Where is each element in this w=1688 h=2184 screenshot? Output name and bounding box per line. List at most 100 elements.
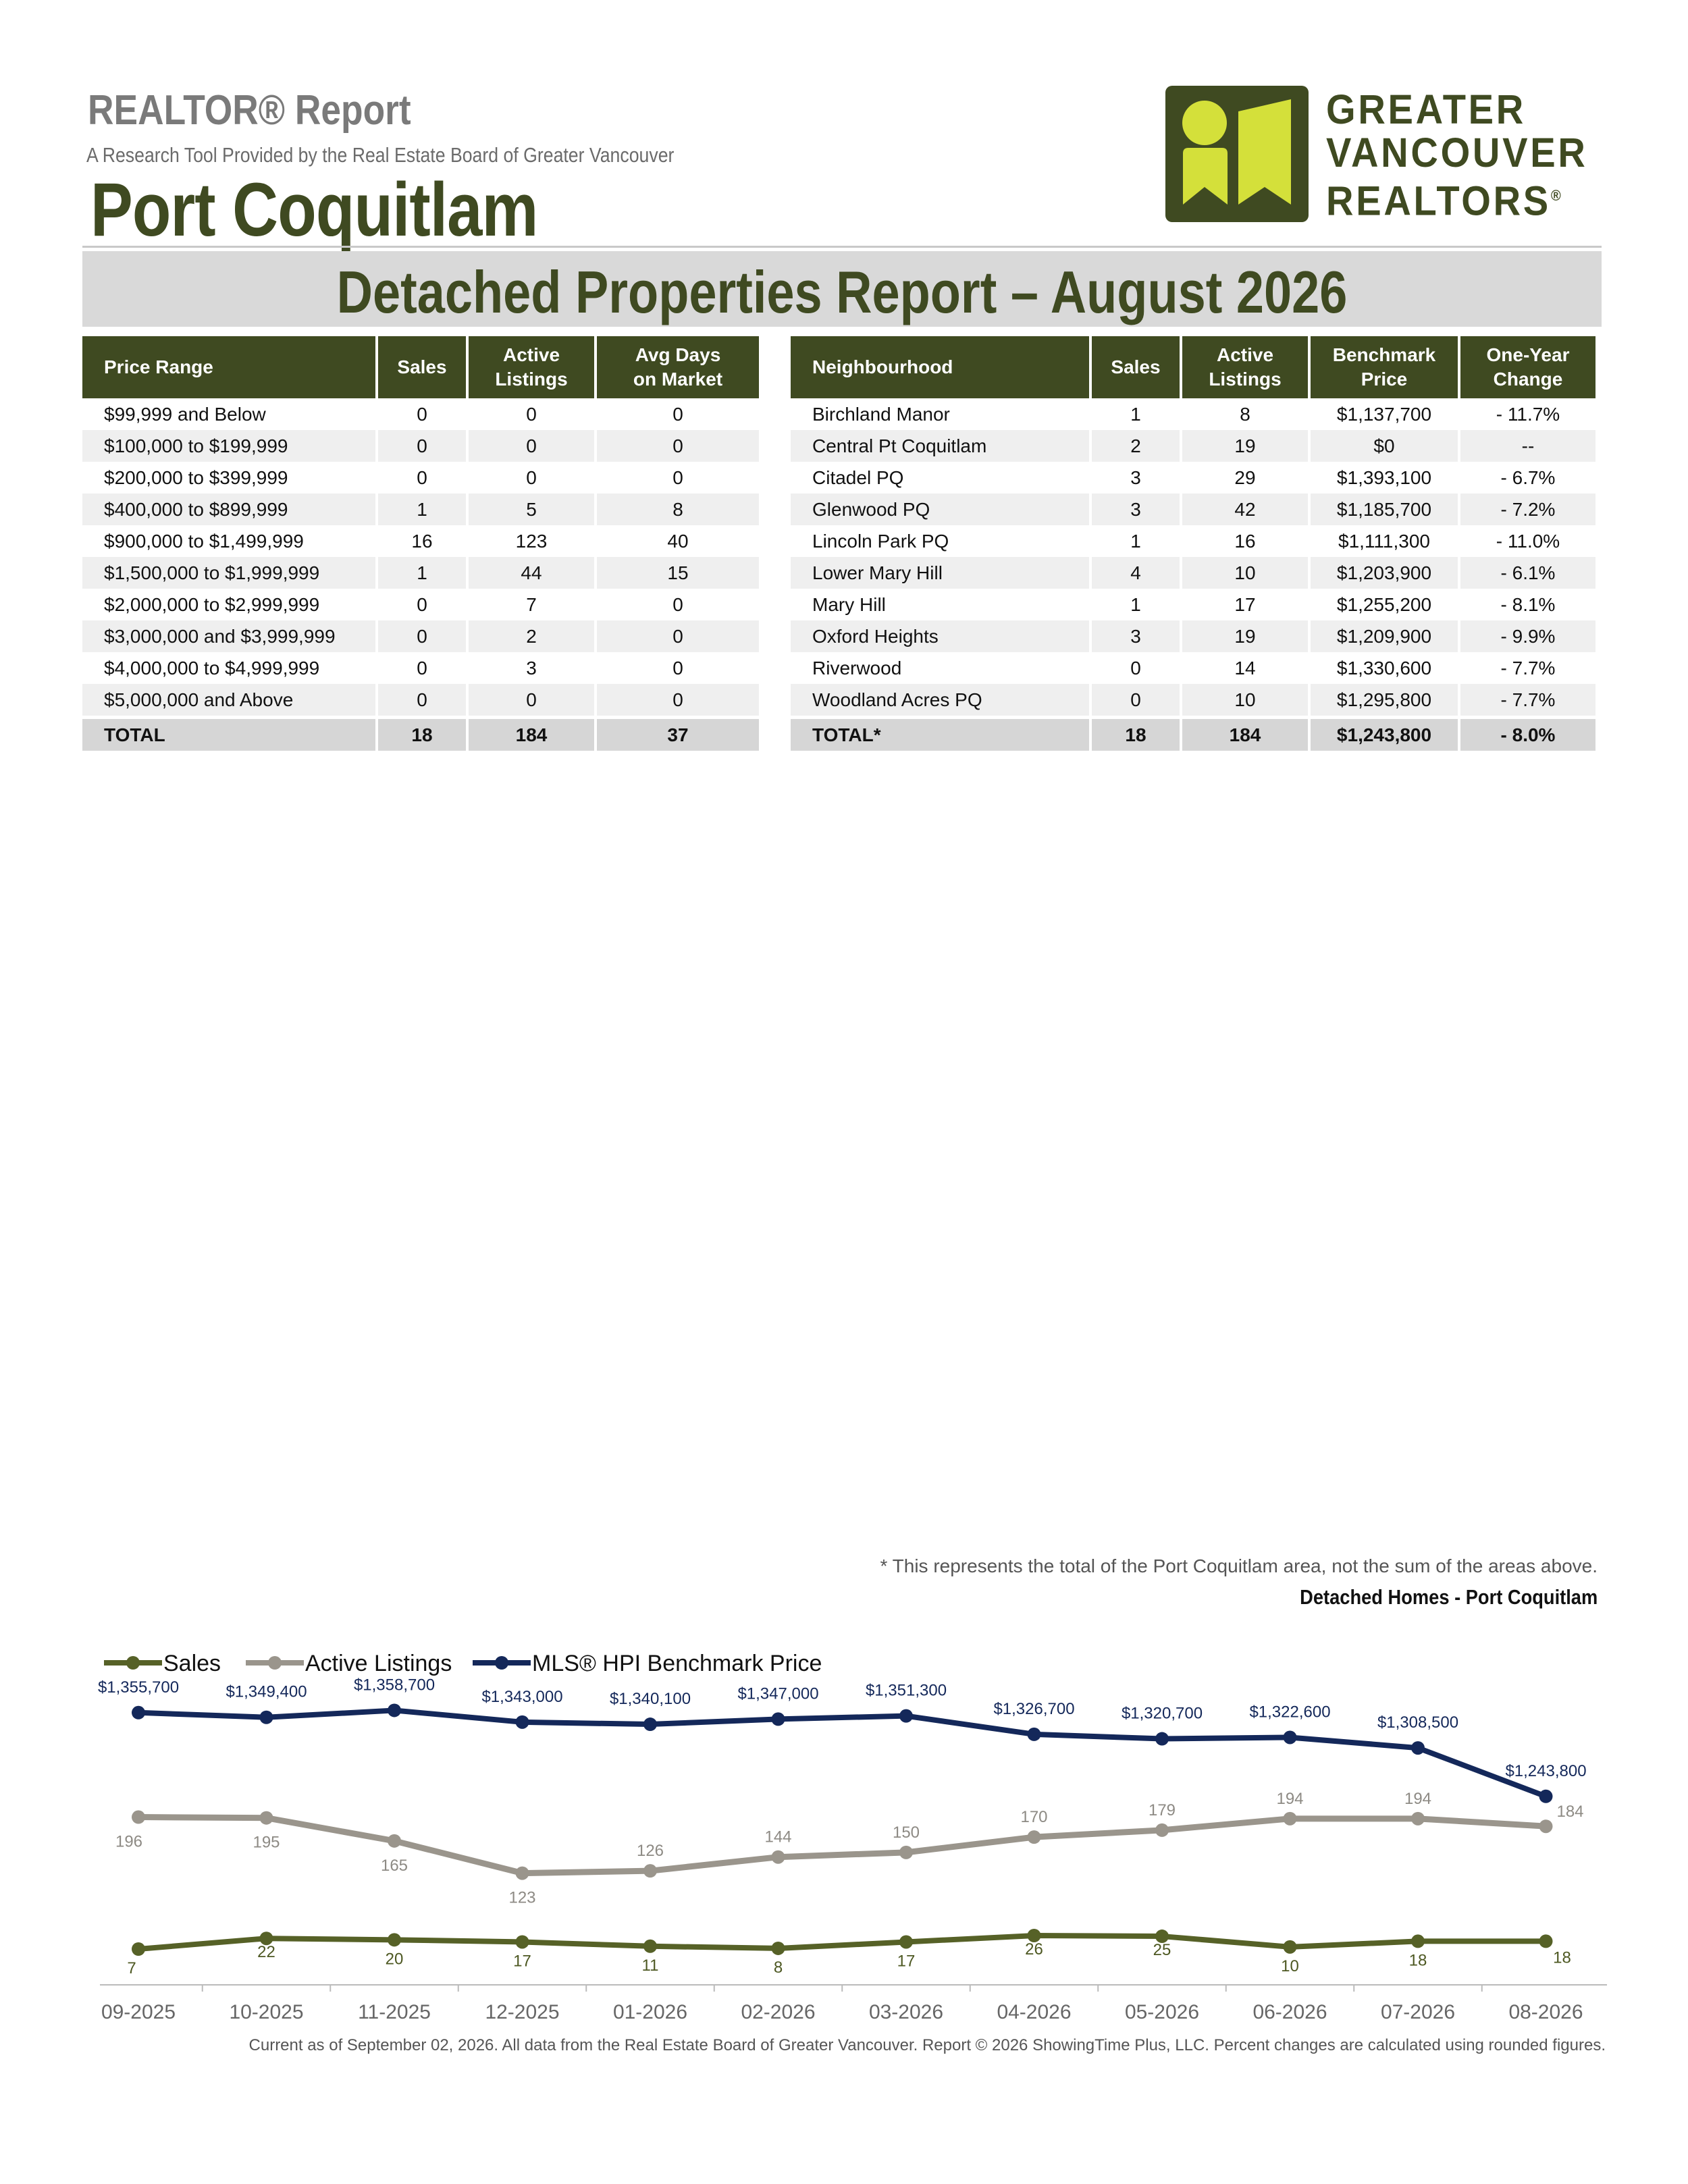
table-cell: - 6.1% [1460, 557, 1595, 589]
table-cell: $1,295,800 [1311, 684, 1458, 716]
legend-marker [268, 1656, 282, 1670]
table-cell: $4,000,000 to $4,999,999 [104, 657, 320, 678]
data-label: 179 [1149, 1801, 1176, 1819]
table-cell: $1,203,900 [1311, 557, 1458, 589]
table-cell: 44 [469, 557, 594, 589]
table-cell: $0 [1311, 430, 1458, 462]
data-label: $1,320,700 [1122, 1705, 1203, 1723]
trend-line-chart: Sales Active Listings MLS® HPI Benchmark P… [98, 1651, 1607, 2023]
table-cell: $1,111,300 [1338, 530, 1430, 552]
table-cell: 3 [1130, 467, 1141, 488]
data-point [259, 1710, 273, 1724]
data-label: 25 [1153, 1941, 1171, 1959]
table-cell: 0 [1092, 684, 1180, 716]
data-point [771, 1941, 785, 1955]
data-point [1539, 1934, 1553, 1948]
table-cell: 40 [667, 530, 689, 552]
table-cell: 15 [597, 557, 759, 589]
table-cell: Citadel PQ [812, 467, 904, 488]
table-cell: 1 [378, 557, 466, 589]
data-label: 17 [897, 1952, 916, 1970]
total-cell: $1,243,800 [1311, 719, 1458, 751]
table-cell: $99,999 and Below [104, 403, 266, 425]
total-cell: 18 [1092, 719, 1180, 751]
table-cell: 16 [1234, 530, 1256, 552]
legend-marker [495, 1656, 508, 1670]
x-tick-label: 03-2026 [869, 2001, 943, 2023]
table-cell: 14 [1234, 657, 1256, 678]
data-point [1539, 1789, 1553, 1803]
table-cell: 2 [1092, 430, 1180, 462]
data-point [771, 1850, 785, 1864]
table-cell: 0 [1130, 657, 1141, 678]
data-point [899, 1935, 913, 1949]
data-label: 17 [513, 1952, 531, 1970]
banner-title: Detached Properties Report – August 2026 [336, 259, 1348, 325]
data-point [388, 1933, 401, 1947]
table-cell: 0 [672, 593, 683, 615]
table-cell: $1,330,600 [1336, 657, 1432, 678]
table-cell: 19 [1182, 430, 1308, 462]
logo-line-3: REALTORS® [1326, 178, 1561, 224]
total-cell: - 8.0% [1460, 719, 1595, 751]
table-cell: 123 [515, 530, 548, 552]
table-cell: 1 [1130, 530, 1141, 552]
data-point [643, 1864, 657, 1878]
data-label: $1,243,800 [1505, 1762, 1586, 1780]
data-label: $1,322,600 [1249, 1703, 1330, 1721]
data-label: 18 [1409, 1951, 1427, 1969]
data-point [515, 1715, 529, 1729]
data-label: $1,343,000 [481, 1688, 562, 1706]
chart-series: 7 22 20 17 11 8 17 26 25 10 18 18 196 195 165 123 126 144… [98, 1676, 1587, 1977]
table-cell: $5,000,000 and Above [82, 684, 375, 716]
table-cell: - 7.7% [1460, 684, 1595, 716]
table-cell: 0 [417, 657, 427, 678]
table-cell: Lower Mary Hill [791, 557, 1089, 589]
total-cell: 18 [378, 719, 466, 751]
data-label: 8 [774, 1959, 783, 1977]
data-point [1155, 1929, 1169, 1944]
table-header-row: Neighbourhood Sales Active Listings Bench… [791, 336, 1595, 398]
data-label: 194 [1404, 1790, 1431, 1808]
table-cell: $400,000 to $899,999 [82, 494, 375, 525]
footer-note: Current as of September 02, 2026. All da… [248, 2036, 1606, 2054]
table-cell: 0 [526, 403, 537, 425]
table-row: $200,000 to $399,999 0 0 0 [82, 462, 759, 494]
data-point [1027, 1727, 1041, 1741]
legend-label: Active Listings [305, 1651, 452, 1676]
table-cell: $1,209,900 [1311, 620, 1458, 652]
x-tick-label: 08-2026 [1508, 2001, 1583, 2023]
table-cell: 0 [378, 620, 466, 652]
data-label: $1,347,000 [737, 1684, 818, 1703]
table-cell: Woodland Acres PQ [791, 684, 1089, 716]
total-row: TOTAL 18 184 37 [82, 719, 759, 751]
data-point [1283, 1730, 1297, 1744]
data-label: $1,351,300 [866, 1682, 947, 1700]
table-cell: - 11.0% [1496, 530, 1560, 552]
x-tick-label: 01-2026 [613, 2001, 687, 2023]
data-label: 196 [115, 1833, 142, 1851]
chart-legend: Sales Active Listings MLS® HPI Benchmark P… [104, 1651, 822, 1676]
table-cell: 1 [378, 494, 466, 525]
data-label: 7 [127, 1959, 136, 1977]
table-row: $4,000,000 to $4,999,999 0 3 0 [82, 652, 759, 684]
table-header-row: Price Range Sales Active Listings Avg Day… [82, 336, 759, 398]
table-cell: Central Pt Coquitlam [791, 430, 1089, 462]
table-row: Riverwood 0 14 $1,330,600 - 7.7% [791, 652, 1595, 684]
footnote: * This represents the total of the Port … [880, 1555, 1598, 1576]
neighbourhood-table: Neighbourhood Sales Active Listings Bench… [788, 336, 1598, 751]
table-cell: 42 [1182, 494, 1308, 525]
table-cell: - 8.1% [1500, 593, 1556, 615]
data-point [1027, 1929, 1041, 1942]
x-tick-label: 07-2026 [1381, 2001, 1455, 2023]
table-row: $5,000,000 and Above 0 0 0 [82, 684, 759, 716]
data-label: 194 [1276, 1790, 1303, 1808]
table-row: $3,000,000 and $3,999,999 0 2 0 [82, 620, 759, 652]
table-cell: 5 [469, 494, 594, 525]
table-cell: 0 [469, 430, 594, 462]
table-row: Mary Hill 1 17 $1,255,200 - 8.1% [791, 589, 1595, 620]
table-row: $1,500,000 to $1,999,999 1 44 15 [82, 557, 759, 589]
column-header: Active Listings [1182, 336, 1308, 398]
column-header: Sales [378, 336, 466, 398]
table-cell: 0 [417, 467, 427, 488]
